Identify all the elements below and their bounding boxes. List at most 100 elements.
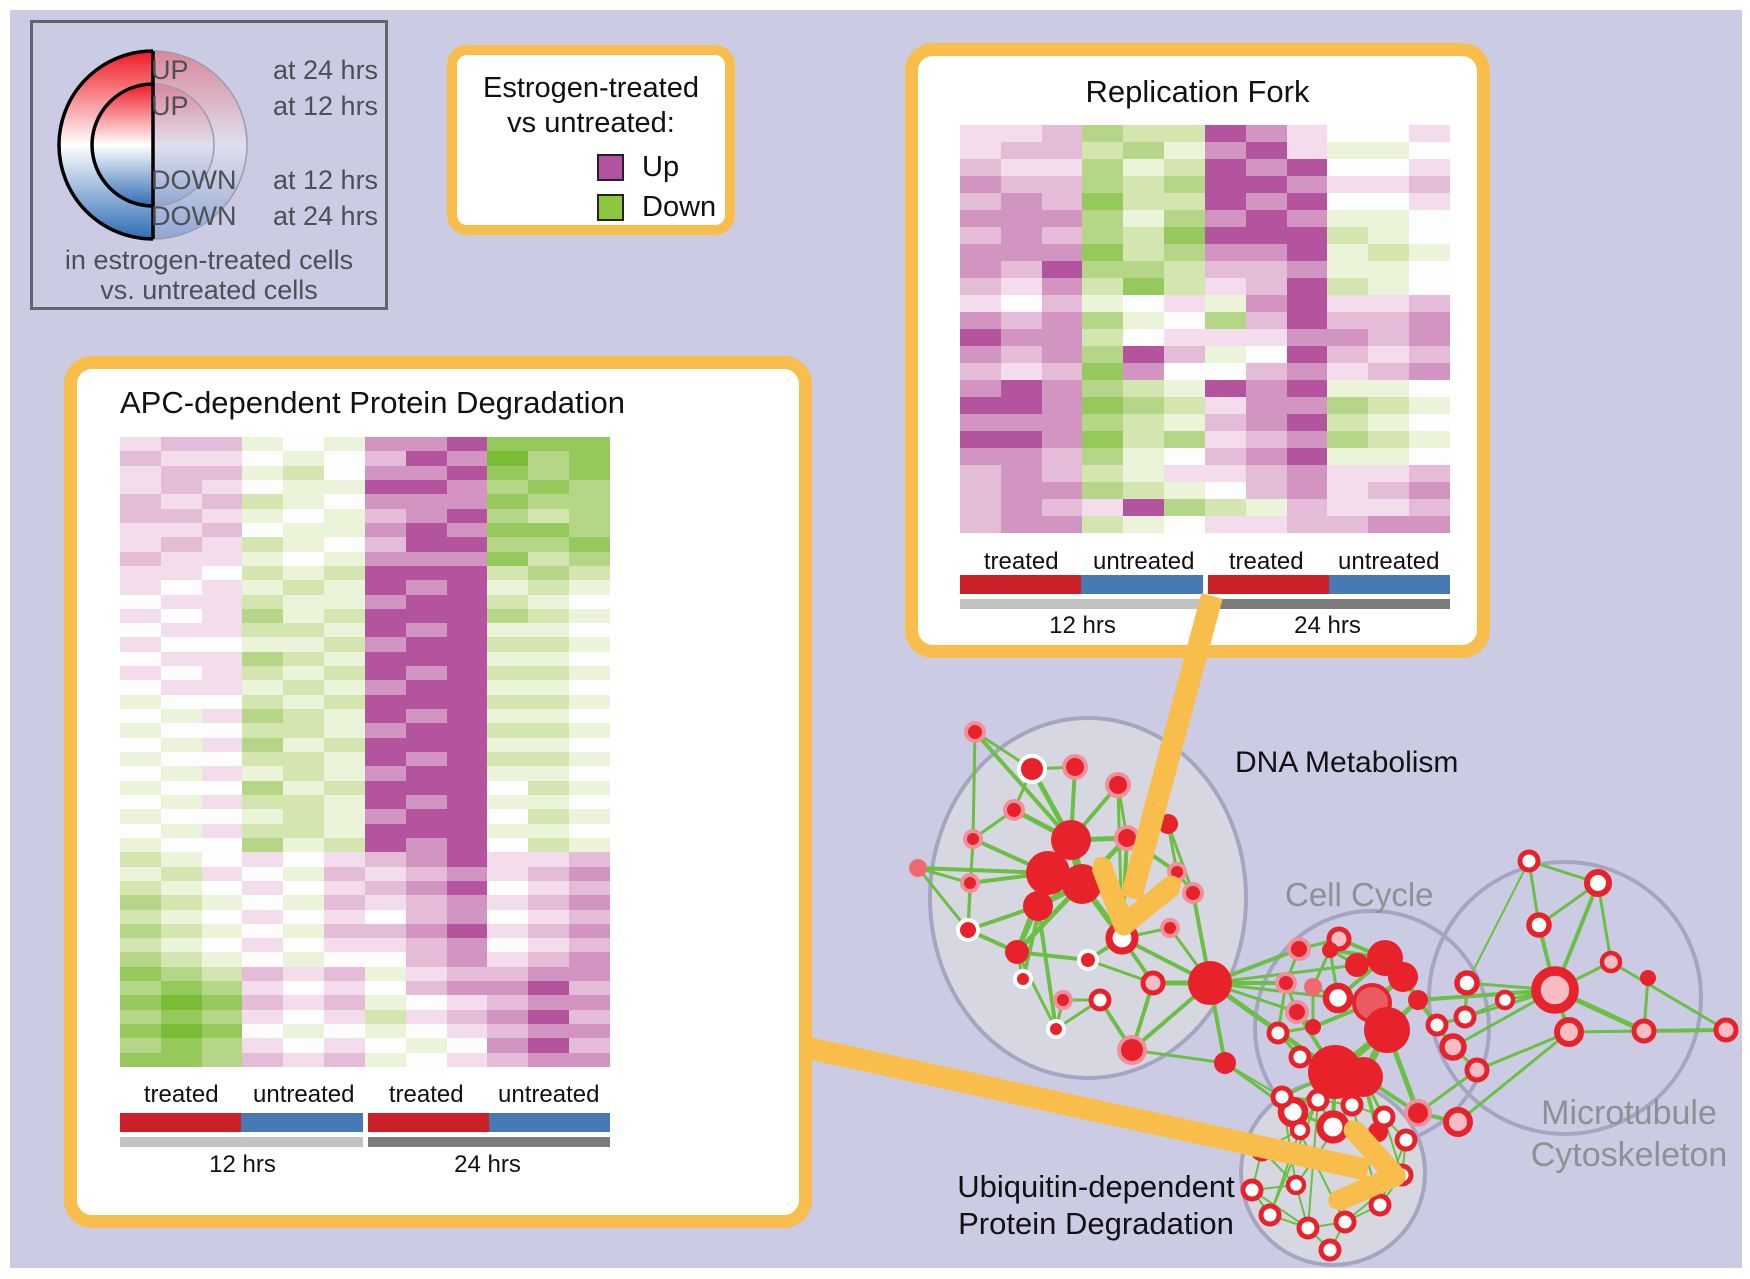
heatmap-cell xyxy=(160,794,202,810)
heatmap-cell xyxy=(242,938,284,953)
heatmap-cell xyxy=(487,694,529,710)
heatmap-cell xyxy=(364,866,406,881)
untreated-bar-segment xyxy=(1081,575,1203,594)
heatmap-cell xyxy=(1082,380,1124,397)
heatmap-cell xyxy=(160,508,202,523)
heatmap-cell xyxy=(1123,193,1165,210)
rf-time-bar xyxy=(960,599,1450,609)
heatmap-cell xyxy=(160,880,202,896)
heatmap-cell xyxy=(160,952,202,967)
heatmap-cell xyxy=(528,694,570,710)
heatmap-cell xyxy=(1409,261,1450,278)
apc-title: APC-dependent Protein Degradation xyxy=(120,385,625,420)
heatmap-cell xyxy=(960,193,1001,210)
down-label: Down xyxy=(642,191,717,223)
heatmap-cell xyxy=(405,752,447,767)
heatmap-cell xyxy=(405,437,447,452)
heatmap-cell xyxy=(1164,431,1205,448)
heatmap-cell xyxy=(569,709,610,724)
heatmap-cell xyxy=(324,666,365,681)
heatmap-cell xyxy=(242,494,284,509)
heatmap-cell xyxy=(160,451,202,466)
heatmap-cell xyxy=(324,1052,365,1067)
heatmap-cell xyxy=(283,852,325,867)
heatmap-cell xyxy=(1368,346,1410,363)
heatmap-cell xyxy=(1204,227,1246,244)
heatmap-cell xyxy=(1368,295,1410,312)
heatmap-cell xyxy=(324,623,365,638)
down-color-swatch xyxy=(597,194,624,221)
heatmap-cell xyxy=(1204,397,1246,414)
heatmap-cell xyxy=(1000,448,1042,465)
heatmap-cell xyxy=(201,437,243,452)
heatmap-cell xyxy=(283,880,325,896)
heatmap-cell xyxy=(446,651,488,667)
heatmap-cell xyxy=(160,895,202,910)
heatmap-cell xyxy=(1041,210,1083,227)
heatmap-cell xyxy=(528,938,570,953)
heatmap-cell xyxy=(487,594,529,609)
heatmap-cell xyxy=(569,1024,610,1039)
heatmap-cell xyxy=(1000,363,1042,380)
heatmap-cell xyxy=(960,125,1001,142)
heatmap-cell xyxy=(405,479,447,495)
heatmap-cell xyxy=(1327,397,1369,414)
heatmap-cell xyxy=(960,227,1001,244)
heatmap-cell xyxy=(960,516,1001,533)
heatmap-cell xyxy=(242,709,284,724)
heatmap-cell xyxy=(1000,329,1042,346)
heatmap-cell xyxy=(1041,159,1083,176)
heatmap-cell xyxy=(120,766,161,781)
heatmap-cell xyxy=(487,565,529,581)
heatmap-cell xyxy=(160,923,202,939)
heatmap-cell xyxy=(160,479,202,495)
heatmap-cell xyxy=(120,580,161,595)
heatmap-cell xyxy=(1245,142,1287,159)
heatmap-cell xyxy=(1000,516,1042,533)
heatmap-cell xyxy=(1204,125,1246,142)
heatmap-cell xyxy=(960,380,1001,397)
heatmap-cell xyxy=(1327,363,1369,380)
heatmap-cell xyxy=(487,580,529,595)
heatmap-cell xyxy=(405,952,447,967)
heatmap-cell xyxy=(242,437,284,452)
heatmap-cell xyxy=(160,1009,202,1025)
heatmap-cell xyxy=(1123,448,1165,465)
heatmap-cell xyxy=(1000,210,1042,227)
heatmap-cell xyxy=(960,346,1001,363)
rf-heatmap xyxy=(960,125,1450,533)
heatmap-cell xyxy=(487,651,529,667)
heatmap-cell xyxy=(1123,431,1165,448)
heatmap-cell xyxy=(324,465,365,480)
heatmap-cell xyxy=(528,709,570,724)
heatmap-cell xyxy=(1286,363,1328,380)
heatmap-cell xyxy=(160,737,202,752)
heatmap-cell xyxy=(201,1009,243,1025)
heatmap-cell xyxy=(487,666,529,681)
heatmap-cell xyxy=(1164,227,1205,244)
heatmap-cell xyxy=(324,608,365,624)
heatmap-cell xyxy=(1245,159,1287,176)
heatmap-cell xyxy=(1204,380,1246,397)
estrogen-legend: Estrogen-treated vs untreated: Up Down xyxy=(447,45,735,235)
heatmap-cell xyxy=(364,551,406,566)
heatmap-cell xyxy=(201,608,243,624)
heatmap-cell xyxy=(242,837,284,853)
heatmap-cell xyxy=(487,723,529,738)
heatmap-cell xyxy=(446,952,488,967)
heatmap-cell xyxy=(487,1009,529,1025)
heatmap-cell xyxy=(283,981,325,996)
heatmap-cell xyxy=(487,637,529,652)
heatmap-cell xyxy=(569,1009,610,1025)
heatmap-cell xyxy=(1368,499,1410,516)
heatmap-cell xyxy=(364,794,406,810)
heatmap-cell xyxy=(120,522,161,538)
heatmap-cell xyxy=(405,451,447,466)
heatmap-cell xyxy=(364,694,406,710)
heatmap-cell xyxy=(324,823,365,838)
heatmap-cell xyxy=(405,709,447,724)
heatmap-cell xyxy=(160,1024,202,1039)
heatmap-cell xyxy=(1368,380,1410,397)
heatmap-cell xyxy=(1286,125,1328,142)
heatmap-cell xyxy=(324,580,365,595)
